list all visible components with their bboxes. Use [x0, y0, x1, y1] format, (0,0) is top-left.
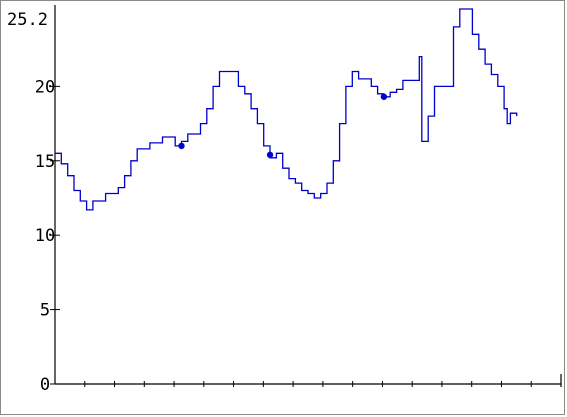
data-point-marker [380, 93, 388, 100]
y-axis-ticks: 0 5 10 15 20 25.2 [7, 10, 60, 395]
x-axis-ticks [84, 374, 562, 387]
data-point-marker [178, 142, 185, 150]
data-point-marker [266, 151, 274, 159]
y-max-label: 25.2 [7, 10, 48, 30]
y-tick-label: 20 [35, 77, 55, 97]
series-line-0 [55, 8, 518, 211]
marker-layer [178, 93, 388, 159]
axes [54, 5, 561, 385]
y-tick-label: 0 [40, 375, 50, 395]
series-layer [55, 8, 518, 211]
y-tick-label: 15 [35, 152, 55, 172]
y-tick-label: 10 [35, 226, 55, 246]
y-tick-label: 5 [40, 301, 50, 321]
